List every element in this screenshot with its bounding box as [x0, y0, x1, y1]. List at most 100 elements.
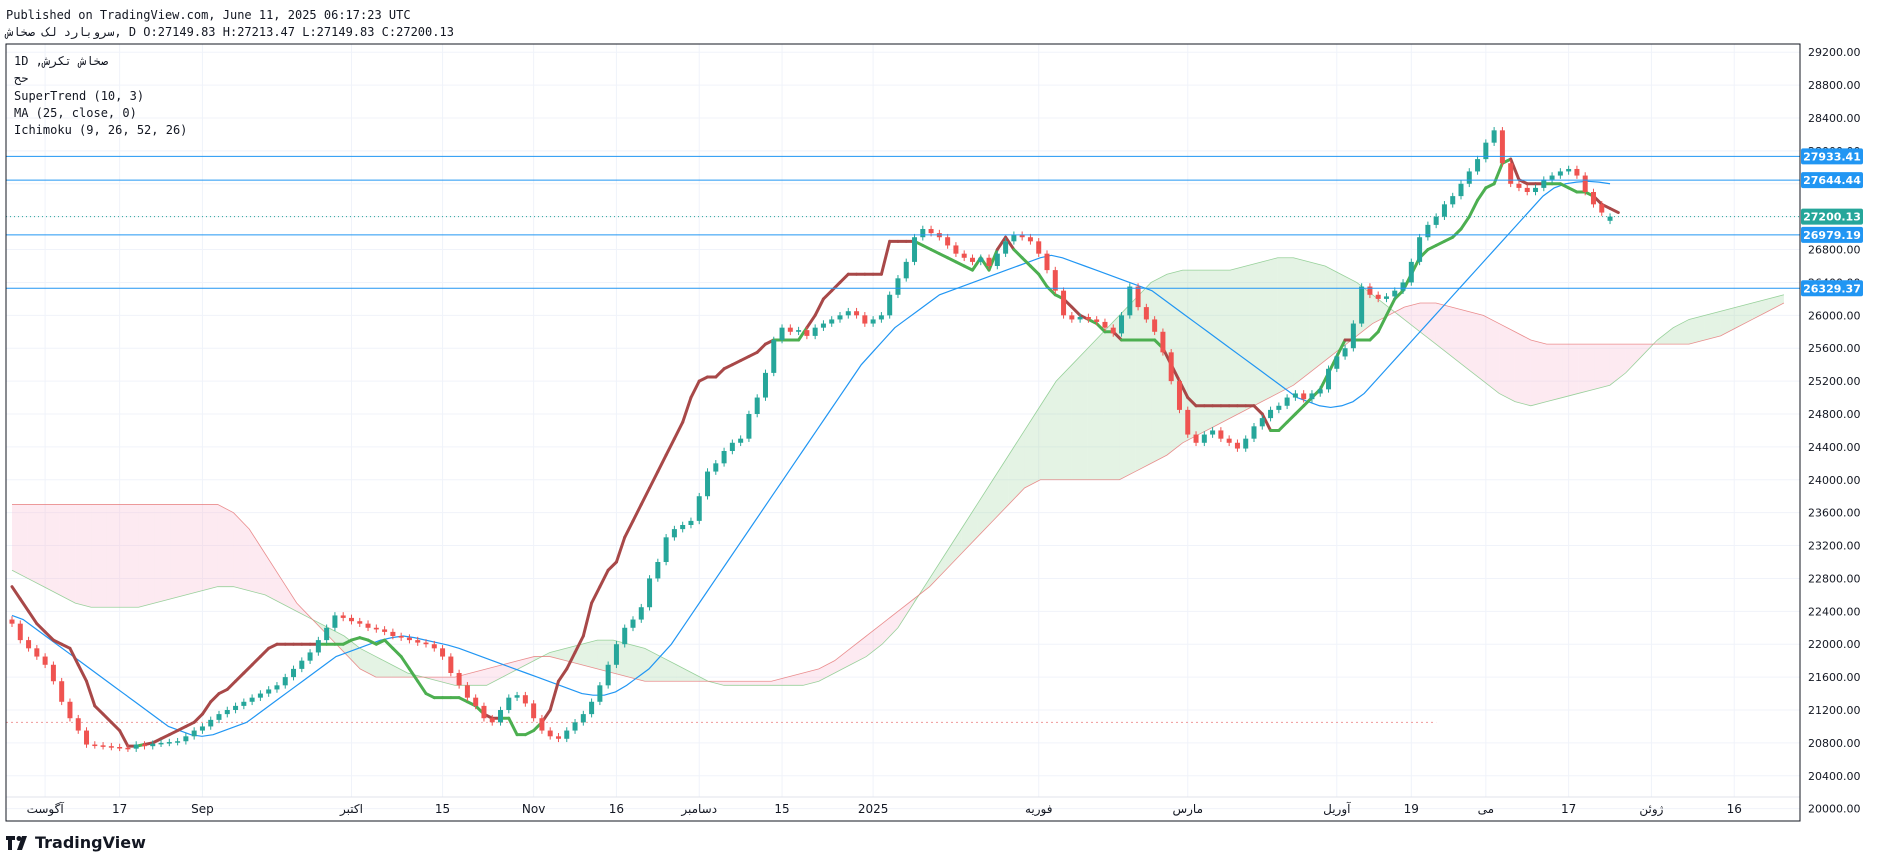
cloud-segment [1182, 270, 1199, 443]
legend-exchange: حح [14, 71, 29, 85]
price-tag-label: 27644.44 [1803, 174, 1861, 187]
candle-body [1168, 352, 1174, 382]
x-tick-label: 16 [609, 802, 624, 816]
tradingview-logo[interactable]: TradingView [6, 833, 146, 852]
candle-body [158, 742, 164, 745]
x-tick-label: مارس [1172, 802, 1203, 817]
candle-body [721, 451, 727, 464]
last-price-tag-label: 27200.13 [1803, 211, 1861, 224]
candle-body [42, 656, 48, 665]
cloud-segment [201, 504, 218, 591]
supertrend-segment [697, 375, 710, 383]
candle-body [696, 496, 702, 521]
candle-body [365, 623, 371, 628]
cloud-segment [929, 553, 946, 587]
price-tag-label: 27933.41 [1803, 150, 1861, 163]
cloud-segment [122, 504, 139, 608]
candle-body [175, 741, 181, 743]
candle-body [986, 257, 992, 266]
candle-body [1557, 171, 1563, 176]
supertrend-segment [93, 704, 105, 716]
cloud-segment [91, 504, 107, 608]
candle-body [1176, 381, 1182, 410]
candle-body [531, 703, 537, 719]
supertrend-segment [954, 260, 966, 268]
cloud-segment [344, 636, 361, 669]
x-tick-label: می [1478, 802, 1494, 816]
candle-body [1392, 290, 1398, 297]
supertrend-segment [1459, 215, 1471, 231]
legend-ichimoku[interactable]: Ichimoku (9, 26, 52, 26) [14, 123, 188, 137]
supertrend-segment [399, 655, 411, 671]
last-price-tag-bg [1801, 208, 1863, 225]
cloud-segment [882, 611, 898, 645]
cloud-segment [59, 504, 76, 604]
plot-border [5, 43, 1801, 822]
candle-body [655, 562, 661, 579]
candle-body [1135, 286, 1141, 308]
y-tick-label: 28400.00 [1808, 112, 1861, 125]
cloud-segment [1499, 323, 1515, 402]
supertrend-segment [85, 679, 97, 708]
candle-body [1342, 348, 1348, 357]
candle-body [580, 714, 586, 723]
x-tick-label: ژوئن [1639, 802, 1663, 817]
ichimoku-cloud [6, 257, 1785, 723]
x-tick-label: فوریه [1025, 802, 1053, 817]
cloud-segment [1135, 282, 1152, 472]
supertrend-segment [234, 671, 246, 683]
cloud-segment [43, 504, 60, 595]
candle-body [1061, 290, 1067, 316]
candle-body [1350, 323, 1356, 349]
candle-body [671, 529, 677, 538]
candle-body [804, 330, 810, 336]
cloud-segment [1562, 344, 1579, 398]
candle-body [125, 747, 131, 750]
candle-body [373, 627, 379, 630]
supertrend-segment [937, 252, 950, 260]
horizontal-lines[interactable] [6, 155, 1800, 289]
y-tick-label: 21200.00 [1808, 704, 1861, 717]
supertrend-segment [730, 359, 743, 367]
cloud-segment [1625, 344, 1642, 373]
candle-body [1590, 192, 1596, 205]
cloud-segment [12, 504, 28, 579]
candle-body [1052, 270, 1058, 291]
supertrend-segment [1037, 272, 1049, 289]
candle-body [324, 627, 330, 641]
supertrend-segment [631, 502, 643, 523]
supertrend-segment [18, 597, 31, 613]
price-axis[interactable]: 20000.00 20400.00 20800.00 21200.00 21600.00… [1808, 46, 1861, 815]
legend-supertrend[interactable]: SuperTrend (10, 3) [14, 89, 145, 103]
candle-body [969, 257, 975, 262]
candle-body [1359, 286, 1365, 324]
candle-body [613, 644, 619, 665]
price-tags: 27933.41 27644.44 26979.19 26329.37 27200.13 [1801, 148, 1863, 297]
candle-body [1607, 216, 1613, 221]
candle-body [597, 685, 603, 702]
supertrend-segment [805, 313, 817, 330]
candle-body [1044, 253, 1050, 271]
price-tag-bg [1801, 148, 1863, 165]
supertrend-segment [1293, 404, 1306, 416]
supertrend-segment [176, 724, 188, 733]
candle-body [1483, 142, 1489, 160]
candle-body [1417, 237, 1423, 262]
candle-body [1193, 434, 1199, 443]
candle-body [1152, 319, 1158, 332]
y-tick-label: 24000.00 [1808, 474, 1861, 487]
supertrend-segment [416, 679, 428, 696]
cloud-segment [1483, 315, 1500, 394]
candle-body [332, 615, 338, 628]
time-axis[interactable]: آگوست 17 Sep اکتبر 15 Nov 16 دسامبر 15 2025 فوریه م… [27, 801, 1742, 817]
cloud-segment [755, 681, 772, 686]
legend-ma[interactable]: MA (25, close, 0) [14, 106, 137, 120]
supertrend-segment [581, 601, 594, 638]
cloud-segment [1594, 344, 1610, 390]
y-tick-label: 20800.00 [1808, 737, 1861, 750]
candle-body [1425, 224, 1431, 238]
supertrend-segment [879, 239, 892, 276]
cloud-segment [549, 648, 566, 661]
cloud-segment [186, 504, 202, 595]
